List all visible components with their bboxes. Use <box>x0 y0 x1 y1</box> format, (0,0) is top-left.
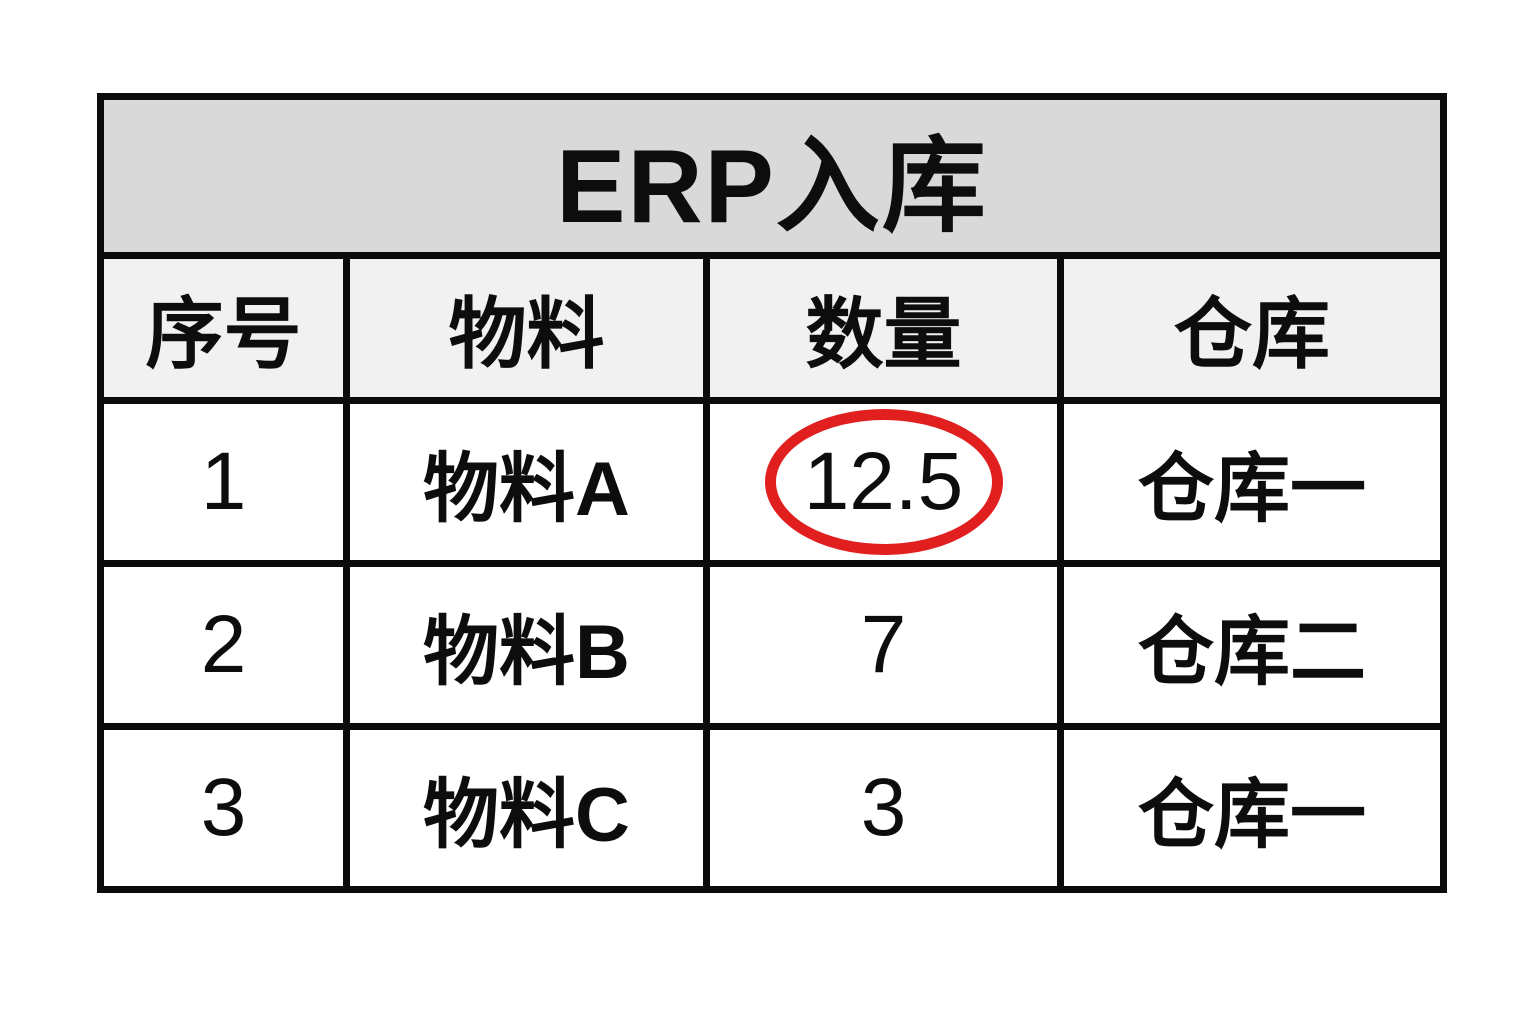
column-header-material: 物料 <box>343 252 710 404</box>
cell-qty: 12.5 <box>703 397 1064 567</box>
cell-qty: 7 <box>703 560 1064 730</box>
cell-material: 物料A <box>343 397 710 567</box>
cell-no: 2 <box>97 560 350 730</box>
table-row: 3 物料C 3 仓库一 <box>97 723 1447 893</box>
cell-warehouse: 仓库一 <box>1057 723 1447 893</box>
cell-no: 1 <box>97 397 350 567</box>
table-row: 2 物料B 7 仓库二 <box>97 560 1447 730</box>
erp-inbound-table: ERP入库 序号 物料 数量 仓库 1 物料A 12.5 仓库一 2 物料 <box>97 93 1447 893</box>
header-row: 序号 物料 数量 仓库 <box>97 252 1447 404</box>
cell-qty: 3 <box>703 723 1064 893</box>
cell-warehouse: 仓库一 <box>1057 397 1447 567</box>
cell-material: 物料C <box>343 723 710 893</box>
column-header-warehouse: 仓库 <box>1057 252 1447 404</box>
cell-material: 物料B <box>343 560 710 730</box>
title-row: ERP入库 <box>97 93 1447 259</box>
cell-warehouse: 仓库二 <box>1057 560 1447 730</box>
column-header-no: 序号 <box>97 252 350 404</box>
table-title: ERP入库 <box>97 93 1447 259</box>
cell-no: 3 <box>97 723 350 893</box>
qty-value: 12.5 <box>803 436 964 527</box>
table-row: 1 物料A 12.5 仓库一 <box>97 397 1447 567</box>
column-header-qty: 数量 <box>703 252 1064 404</box>
